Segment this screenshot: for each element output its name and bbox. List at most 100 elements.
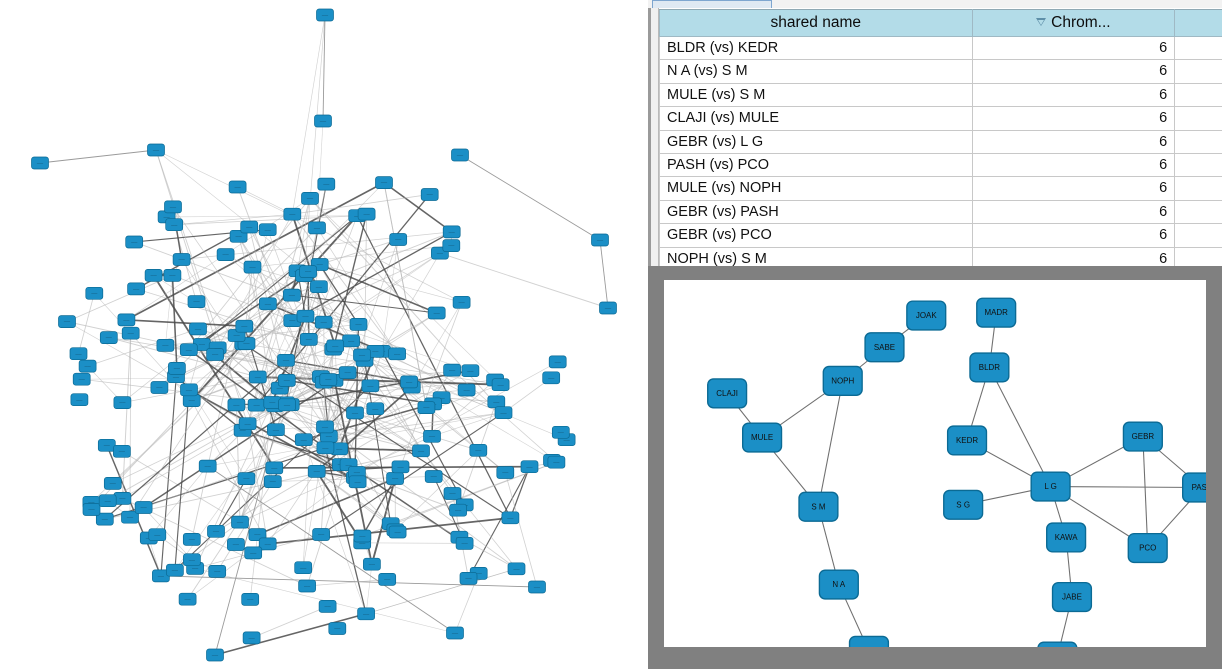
main-network-node[interactable] — [424, 470, 443, 483]
cell-shared-name[interactable]: GEBR (vs) PCO — [659, 223, 973, 248]
main-network-node[interactable] — [156, 339, 175, 352]
cell-shared-name[interactable]: GEBR (vs) PASH — [659, 199, 973, 225]
main-network-node[interactable] — [31, 156, 49, 170]
table-row[interactable]: NOPH (vs) S M636000000420000009.9 — [659, 246, 1222, 266]
main-network-node[interactable] — [180, 383, 198, 397]
sub-network-node[interactable]: MULE — [741, 422, 783, 453]
main-network-edge[interactable] — [242, 343, 511, 519]
main-network-edge[interactable] — [328, 360, 365, 437]
cell-shared-name[interactable]: MULE (vs) NOPH — [659, 176, 973, 201]
main-network-edge[interactable] — [244, 325, 336, 347]
main-network-node[interactable] — [400, 375, 418, 389]
main-network-edge[interactable] — [237, 186, 293, 215]
main-network-edge[interactable] — [201, 294, 293, 345]
main-network-edge[interactable] — [599, 239, 609, 309]
main-network-node[interactable] — [294, 433, 313, 447]
sub-network-node-shape[interactable] — [969, 352, 1010, 383]
main-network-node[interactable] — [328, 622, 347, 635]
main-network-node[interactable] — [317, 177, 336, 191]
main-network-node[interactable] — [461, 364, 480, 378]
main-network-edge[interactable] — [238, 236, 281, 389]
sub-network-node[interactable]: L G — [1030, 471, 1071, 502]
main-network-node[interactable] — [277, 374, 296, 387]
main-network-node[interactable] — [231, 515, 249, 529]
main-network-node[interactable] — [113, 444, 131, 458]
main-network-edge[interactable] — [104, 359, 287, 520]
cell-chromosome[interactable]: 6 — [971, 35, 1176, 61]
main-network-node[interactable] — [113, 396, 132, 409]
main-network-node[interactable] — [78, 359, 97, 373]
main-network-edge[interactable] — [291, 231, 453, 322]
main-network-edge[interactable] — [155, 149, 309, 272]
main-network-node[interactable] — [319, 373, 338, 386]
main-network-node[interactable] — [103, 477, 122, 490]
main-network-edge[interactable] — [108, 337, 258, 378]
sub-network-node-shape[interactable] — [707, 378, 748, 409]
sub-network-node[interactable]: PCO — [1127, 532, 1168, 564]
main-network-edge[interactable] — [126, 319, 245, 327]
main-network-edge[interactable] — [207, 465, 456, 634]
main-network-node[interactable] — [310, 280, 328, 294]
main-network-edge[interactable] — [291, 294, 437, 314]
main-network-node[interactable] — [121, 326, 140, 340]
main-network-edge[interactable] — [381, 351, 466, 506]
main-network-edge[interactable] — [292, 252, 441, 321]
main-network-node[interactable] — [69, 347, 88, 361]
main-network-node[interactable] — [353, 529, 372, 543]
main-network-node[interactable] — [166, 563, 184, 577]
main-network-edge[interactable] — [160, 575, 538, 588]
main-network-node[interactable] — [427, 306, 446, 320]
sub-network-node[interactable]: KEDR — [946, 425, 988, 456]
main-network-node[interactable] — [198, 459, 217, 473]
main-network-node[interactable] — [263, 475, 282, 488]
main-network-edge[interactable] — [155, 149, 219, 348]
cell-shared-name[interactable]: N A (vs) S M — [659, 59, 973, 84]
main-network-edge[interactable] — [148, 465, 208, 539]
main-network-node[interactable] — [316, 441, 335, 455]
main-network-node[interactable] — [326, 339, 345, 353]
main-network-edge[interactable] — [504, 472, 538, 588]
main-network-edge[interactable] — [143, 407, 427, 508]
main-network-node[interactable] — [353, 348, 371, 362]
sub-network-node[interactable]: ALMCH — [1037, 641, 1078, 647]
main-network-node[interactable] — [451, 148, 469, 162]
main-network-node[interactable] — [258, 537, 277, 551]
table-row[interactable]: CLAJI (vs) MULE625000000350000005.9 — [659, 106, 1222, 131]
main-network-node[interactable] — [391, 460, 410, 474]
main-network-node[interactable] — [278, 398, 296, 412]
main-network-edge[interactable] — [248, 226, 329, 380]
main-network-node[interactable] — [308, 221, 326, 235]
sub-network-node[interactable]: GEBR — [1122, 421, 1163, 452]
main-network-node[interactable] — [283, 207, 302, 221]
sub-network-edge[interactable] — [988, 367, 1052, 487]
cell-chromosome[interactable]: 6 — [971, 106, 1176, 131]
sub-network-canvas[interactable]: CLAJI MULE NOPH SABE JOAK S M N A MIWE MADR BLDR K… — [664, 280, 1206, 647]
main-network-edge[interactable] — [217, 347, 329, 380]
main-network-node[interactable] — [318, 600, 337, 613]
sub-network-edge[interactable] — [1050, 486, 1203, 489]
main-network-node[interactable] — [459, 572, 478, 585]
sub-network-node[interactable]: BLDR — [969, 352, 1010, 383]
cell-start-point[interactable]: 34000000 — [1174, 153, 1222, 178]
main-network-node[interactable] — [150, 381, 169, 394]
main-network-node[interactable] — [206, 348, 224, 361]
main-network-node[interactable] — [452, 295, 471, 309]
main-network-node[interactable] — [316, 420, 334, 434]
main-network-edge[interactable] — [66, 321, 248, 425]
main-network-edge[interactable] — [129, 343, 244, 518]
main-network-edge[interactable] — [316, 386, 413, 473]
main-network-edge[interactable] — [134, 241, 359, 325]
cell-start-point[interactable]: 10000000 — [1174, 59, 1222, 84]
main-network-edge[interactable] — [239, 321, 325, 523]
sub-network-node[interactable]: S G — [943, 489, 984, 520]
column-header-start-point[interactable]: Start po... — [1174, 9, 1222, 37]
main-network-node[interactable] — [127, 282, 145, 296]
sub-network-node-shape[interactable] — [1037, 641, 1078, 647]
cell-shared-name[interactable]: PASH (vs) PCO — [659, 153, 973, 178]
main-network-node[interactable] — [446, 626, 464, 640]
main-network-edge[interactable] — [122, 215, 358, 403]
sub-network-node-shape[interactable] — [1030, 471, 1071, 502]
cell-chromosome[interactable]: 6 — [971, 246, 1176, 266]
main-network-node[interactable] — [189, 322, 207, 336]
main-network-edge[interactable] — [166, 215, 358, 218]
